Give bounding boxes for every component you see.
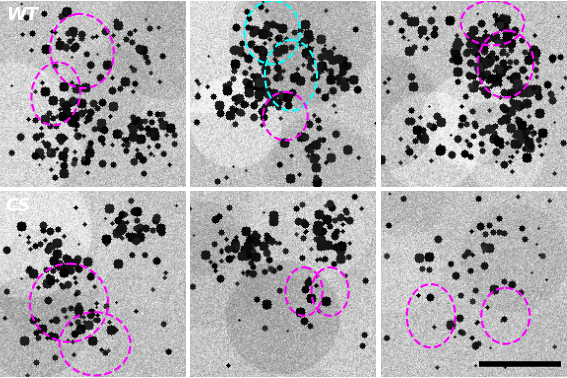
Text: CS: CS <box>6 197 31 215</box>
Text: WT: WT <box>6 6 38 24</box>
